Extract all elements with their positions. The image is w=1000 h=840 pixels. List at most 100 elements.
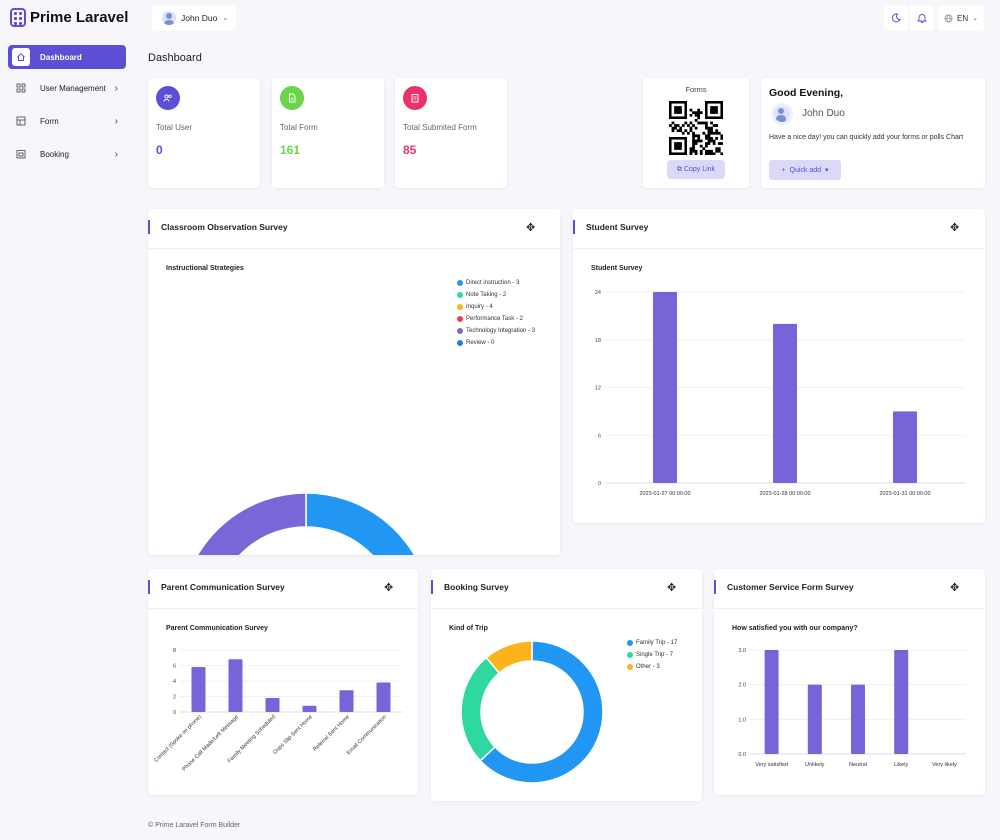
move-icon[interactable]: ✥ bbox=[384, 582, 394, 594]
chart-title: Instructional Strategies bbox=[166, 265, 244, 272]
stat-card-total-user: Total User 0 bbox=[148, 78, 260, 188]
sidebar-item-label: Booking bbox=[40, 149, 69, 159]
pie-slice[interactable] bbox=[183, 492, 307, 555]
bar[interactable] bbox=[191, 667, 206, 712]
notifications-button[interactable] bbox=[910, 5, 934, 31]
legend-item[interactable]: Note Taking - 2 bbox=[457, 289, 535, 301]
stat-value: 161 bbox=[280, 143, 301, 157]
x-tick-label: Referral Sent Home bbox=[312, 714, 351, 753]
legend-item[interactable]: Technology Integration - 3 bbox=[457, 325, 535, 337]
chart-legend: Direct instruction - 3 Note Taking - 2 Inq… bbox=[457, 277, 535, 349]
bar[interactable] bbox=[773, 323, 797, 483]
user-icon bbox=[774, 106, 790, 122]
sidebar-item-form[interactable]: Form › bbox=[8, 109, 126, 133]
panel-title: Customer Service Form Survey bbox=[727, 582, 854, 592]
y-tick-label: 2.0 bbox=[738, 683, 746, 689]
pie-slice[interactable] bbox=[479, 640, 604, 784]
sidebar-item-booking[interactable]: Booking › bbox=[8, 142, 126, 166]
caret-down-icon: ▾ bbox=[825, 167, 829, 174]
chevron-right-icon: › bbox=[114, 115, 118, 127]
brand[interactable]: Prime Laravel bbox=[10, 8, 128, 27]
bar[interactable] bbox=[265, 698, 280, 712]
legend-dot bbox=[457, 292, 463, 298]
kind-of-trip-chart bbox=[460, 640, 604, 784]
legend-item[interactable]: Performance Task - 2 bbox=[457, 313, 535, 325]
sidebar-item-user-management[interactable]: User Management › bbox=[8, 76, 126, 100]
bar[interactable] bbox=[851, 684, 865, 754]
sidebar-item-label: Form bbox=[40, 116, 59, 126]
greeting-name: John Duo bbox=[802, 108, 845, 119]
legend-dot bbox=[627, 652, 633, 658]
chart-legend: Family Trip - 17 Single Trip - 7 Other - 3 bbox=[627, 637, 677, 673]
user-menu[interactable]: John Duo ⌄ bbox=[152, 5, 236, 31]
x-tick-label: Very satisfied bbox=[755, 762, 788, 768]
pie-slice[interactable] bbox=[460, 656, 501, 762]
bar[interactable] bbox=[653, 292, 677, 483]
sidebar-item-label: Dashboard bbox=[40, 52, 82, 62]
legend-item[interactable]: Single Trip - 7 bbox=[627, 649, 677, 661]
bar[interactable] bbox=[376, 682, 391, 712]
copy-link-button[interactable]: ⧉ Copy Link bbox=[667, 160, 725, 179]
y-tick-label: 0 bbox=[173, 710, 176, 716]
panel-classroom-observation: Classroom Observation Survey ✥ Instructi… bbox=[148, 209, 560, 555]
panel-title: Student Survey bbox=[586, 222, 649, 232]
panel-student-survey: Student Survey ✥ Student Survey 0 6 12 18 24… bbox=[573, 209, 985, 523]
legend-item[interactable]: Review - 0 bbox=[457, 337, 535, 349]
bar[interactable] bbox=[764, 650, 779, 754]
pie-slice[interactable] bbox=[305, 492, 429, 555]
legend-item[interactable]: Other - 3 bbox=[627, 661, 677, 673]
pie-slice[interactable] bbox=[485, 640, 533, 674]
bar[interactable] bbox=[228, 659, 243, 712]
booking-icon bbox=[12, 145, 30, 163]
bar[interactable] bbox=[893, 411, 917, 483]
document-icon bbox=[280, 86, 304, 110]
greeting-card: Good Evening, John Duo Have a nice day! … bbox=[761, 78, 985, 188]
greeting-title: Good Evening, bbox=[769, 87, 844, 99]
legend-label: Direct instruction - 3 bbox=[466, 280, 520, 286]
dark-mode-toggle[interactable] bbox=[884, 5, 908, 31]
forms-card: Forms ⧉ Copy Link bbox=[643, 78, 749, 188]
quick-add-button[interactable]: + Quick add ▾ bbox=[769, 160, 841, 180]
y-tick-label: 2 bbox=[173, 695, 176, 701]
move-icon[interactable]: ✥ bbox=[526, 222, 536, 234]
bar[interactable] bbox=[807, 684, 822, 754]
move-icon[interactable]: ✥ bbox=[950, 582, 960, 594]
chevron-right-icon: › bbox=[114, 82, 118, 94]
bar[interactable] bbox=[894, 650, 909, 754]
x-tick-label: Unlikely bbox=[805, 762, 825, 768]
bar[interactable] bbox=[302, 705, 317, 712]
y-tick-label: 6 bbox=[173, 664, 176, 670]
legend-item[interactable]: Inquiry - 4 bbox=[457, 301, 535, 313]
legend-dot bbox=[627, 640, 633, 646]
y-tick-label: 1.0 bbox=[738, 717, 746, 723]
y-tick-label: 6 bbox=[598, 433, 601, 439]
x-tick-label: Oops Slip Sent Home bbox=[272, 714, 314, 756]
panel-title: Parent Communication Survey bbox=[161, 582, 285, 592]
language-label: EN bbox=[957, 13, 969, 23]
y-tick-label: 12 bbox=[595, 386, 601, 392]
legend-dot bbox=[457, 328, 463, 334]
brand-name: Prime Laravel bbox=[30, 9, 129, 26]
home-icon bbox=[12, 48, 30, 66]
x-tick-label: Likely bbox=[894, 762, 908, 768]
qr-code-icon bbox=[669, 101, 723, 155]
avatar bbox=[771, 103, 793, 125]
language-selector[interactable]: EN ⌄ bbox=[938, 5, 984, 31]
panel-booking-survey: Booking Survey ✥ Kind of Trip Family Tri… bbox=[431, 569, 702, 801]
legend-label: Review - 0 bbox=[466, 340, 495, 346]
bar[interactable] bbox=[339, 690, 354, 712]
legend-item[interactable]: Family Trip - 17 bbox=[627, 637, 677, 649]
student-survey-chart: 0 6 12 18 24 2023-01-27 00:00:00 2023-01-28 00… bbox=[595, 290, 965, 497]
legend-item[interactable]: Direct instruction - 3 bbox=[457, 277, 535, 289]
x-tick-label: 2023-01-31 00:00:00 bbox=[879, 491, 930, 497]
y-tick-label: 0 bbox=[598, 481, 601, 487]
chevron-right-icon: › bbox=[114, 148, 118, 160]
sidebar-item-dashboard[interactable]: Dashboard bbox=[8, 45, 126, 69]
move-icon[interactable]: ✥ bbox=[667, 582, 677, 594]
customer-satisfaction-chart: 0.0 1.0 2.0 3.0 Very satisfied Unlikely Neutra… bbox=[738, 648, 966, 768]
instructional-strategies-chart bbox=[183, 492, 429, 555]
move-icon[interactable]: ✥ bbox=[950, 222, 960, 234]
app-logo-icon bbox=[10, 8, 26, 27]
legend-dot bbox=[457, 316, 463, 322]
